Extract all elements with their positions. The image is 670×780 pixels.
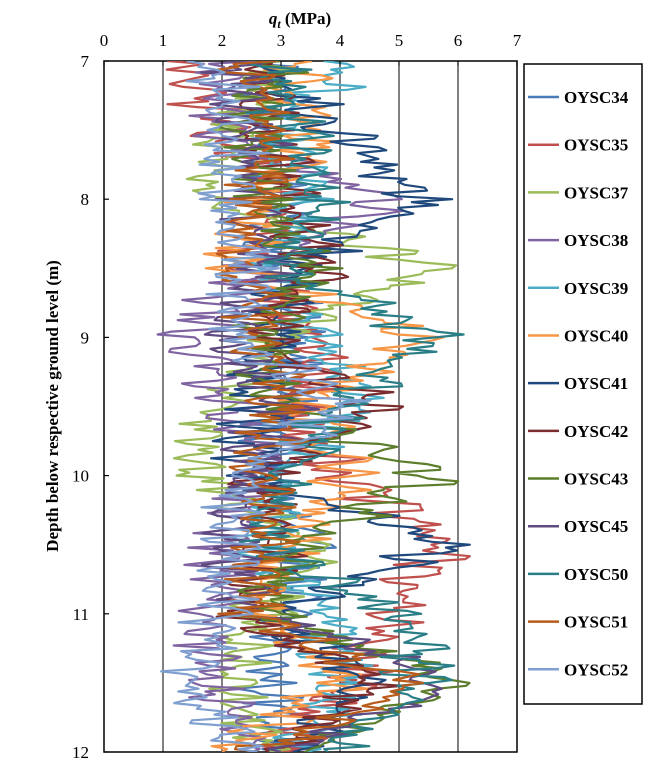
- x-tick-label: 5: [395, 31, 404, 50]
- y-tick-label: 10: [72, 467, 89, 486]
- x-tick-label: 0: [100, 31, 109, 50]
- legend-label: OYSC52: [564, 660, 628, 679]
- x-tick-label: 7: [513, 31, 522, 50]
- legend-item: OYSC37: [528, 183, 629, 202]
- y-tick-label: 9: [81, 328, 90, 347]
- legend-item: OYSC41: [528, 374, 628, 393]
- legend-label: OYSC38: [564, 231, 628, 250]
- legend-item: OYSC39: [528, 279, 628, 298]
- legend-item: OYSC34: [528, 88, 629, 107]
- legend-item: OYSC45: [528, 517, 628, 536]
- y-tick-label: 12: [72, 743, 89, 762]
- legend-label: OYSC39: [564, 279, 628, 298]
- legend-label: OYSC42: [564, 422, 628, 441]
- legend-label: OYSC43: [564, 470, 628, 489]
- legend-item: OYSC43: [528, 470, 628, 489]
- y-tick-label: 7: [81, 52, 90, 71]
- legend-item: OYSC40: [528, 326, 628, 345]
- legend-item: OYSC50: [528, 565, 628, 584]
- y-axis-title: Depth below respective ground level (m): [43, 260, 62, 552]
- series-line-oysc51: [215, 61, 424, 752]
- legend-label: OYSC45: [564, 517, 628, 536]
- series-line-oysc52: [160, 61, 372, 752]
- x-tick-label: 3: [277, 31, 286, 50]
- legend-label: OYSC50: [564, 565, 628, 584]
- series-line-oysc42: [215, 61, 405, 752]
- legend-item: OYSC52: [528, 660, 628, 679]
- x-tick-label: 6: [454, 31, 463, 50]
- legend-item: OYSC35: [528, 136, 628, 155]
- legend-label: OYSC35: [564, 136, 628, 155]
- x-tick-label: 2: [218, 31, 227, 50]
- legend-label: OYSC51: [564, 613, 628, 632]
- y-tick-label: 8: [81, 190, 90, 209]
- series-group: [156, 61, 471, 752]
- legend-item: OYSC38: [528, 231, 628, 250]
- legend: OYSC34 OYSC35 OYSC37 OYSC38 OYSC39 OYSC40 OYSC…: [523, 63, 643, 705]
- x-tick-label: 1: [159, 31, 168, 50]
- series-line-oysc50: [238, 61, 465, 752]
- legend-label: OYSC34: [564, 88, 629, 107]
- legend-label: OYSC37: [564, 183, 629, 202]
- x-tick-label: 4: [336, 31, 345, 50]
- series-line-oysc41: [210, 61, 471, 752]
- legend-label: OYSC41: [564, 374, 628, 393]
- y-tick-label: 11: [73, 605, 89, 624]
- legend-item: OYSC42: [528, 422, 628, 441]
- x-axis-title: qt (MPa): [269, 9, 331, 31]
- legend-label: OYSC40: [564, 326, 628, 345]
- legend-item: OYSC51: [528, 613, 628, 632]
